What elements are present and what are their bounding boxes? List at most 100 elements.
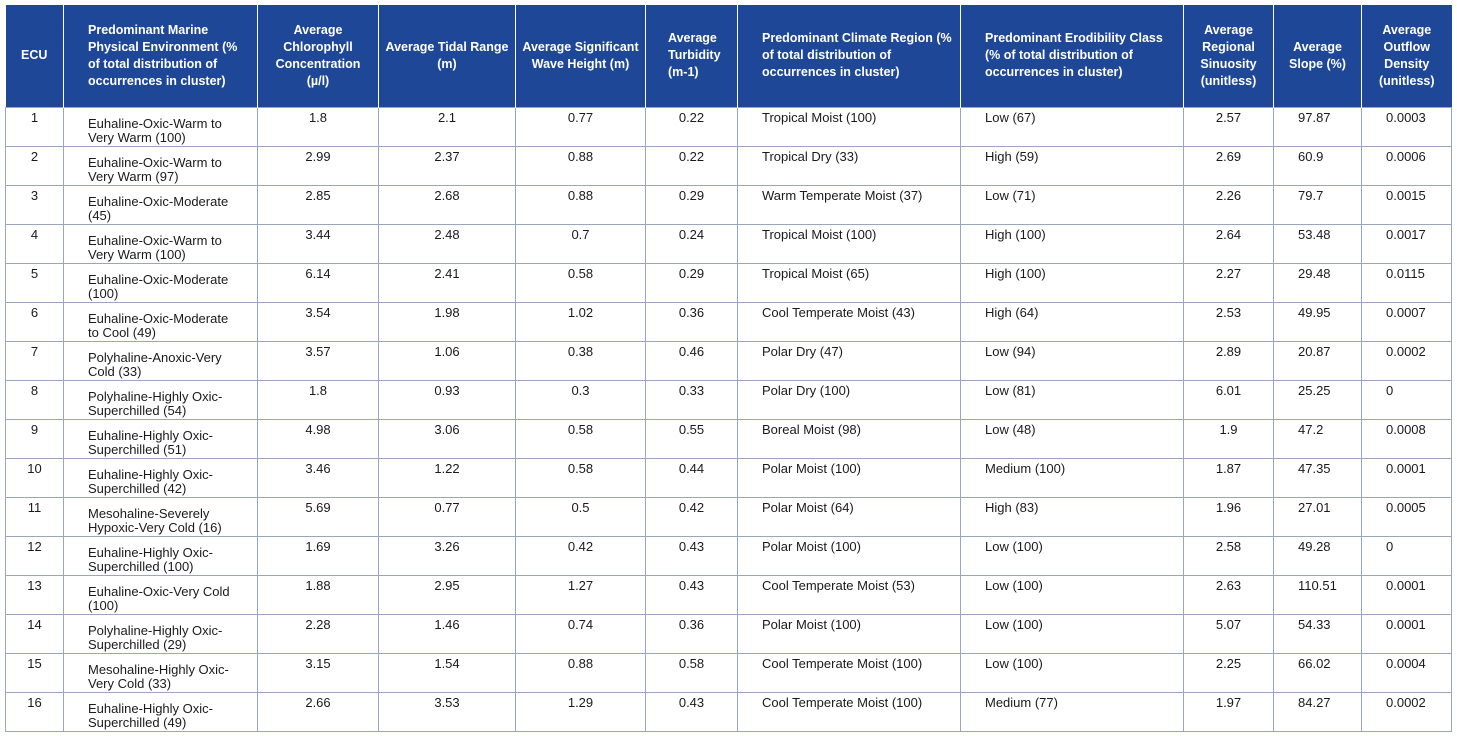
cell-chlorophyll-text: 2.28 (305, 616, 331, 632)
cell-outflow-density-text: 0.0001 (1386, 460, 1426, 476)
cell-outflow-density-text: 0.0115 (1386, 265, 1425, 281)
cell-climate-region: Boreal Moist (98) (737, 418, 961, 459)
cell-sinuosity: 2.64 (1183, 223, 1274, 264)
header-chlorophyll: Average Chlorophyll Concentration (µ/l) (257, 5, 379, 107)
cell-outflow-density: 0.0001 (1361, 457, 1452, 498)
cell-outflow-density-text: 0 (1386, 382, 1394, 398)
cell-ecu: 4 (5, 223, 64, 264)
cell-sinuosity-text: 6.01 (1215, 382, 1242, 398)
table-row: 6 Euhaline-Oxic-Moderate to Cool (49) 3.54… (5, 301, 1452, 342)
cell-erodibility-class: High (83) (960, 496, 1184, 537)
cell-marine-environment: Euhaline-Oxic-Moderate (100) (63, 262, 258, 303)
cell-outflow-density: 0.0001 (1361, 613, 1452, 654)
cell-wave-height: 1.27 (515, 574, 646, 615)
cell-chlorophyll: 3.15 (257, 652, 379, 693)
cell-tidal-range: 1.46 (378, 613, 516, 654)
cell-wave-height: 0.74 (515, 613, 646, 654)
cell-tidal-range: 2.37 (378, 145, 516, 186)
cell-ecu-text: 5 (30, 265, 39, 281)
cell-slope: 66.02 (1273, 652, 1362, 693)
cell-marine-environment: Euhaline-Oxic-Moderate (45) (63, 184, 258, 225)
cell-marine-environment: Euhaline-Oxic-Warm to Very Warm (100) (63, 223, 258, 264)
cell-wave-height-text: 0.5 (571, 499, 590, 515)
cell-turbidity: 0.44 (645, 457, 738, 498)
cell-marine-environment-text: Euhaline-Oxic-Warm to Very Warm (97) (88, 154, 222, 184)
cell-slope: 84.27 (1273, 691, 1362, 732)
cell-wave-height: 1.29 (515, 691, 646, 732)
cell-outflow-density: 0.0006 (1361, 145, 1452, 186)
cell-chlorophyll: 6.14 (257, 262, 379, 303)
cell-climate-region: Cool Temperate Moist (43) (737, 301, 961, 342)
cell-chlorophyll: 3.57 (257, 340, 379, 381)
header-turbidity: Average Turbidity (m-1) (645, 5, 738, 107)
cell-erodibility-class-text: Low (71) (985, 187, 1036, 203)
cell-chlorophyll: 1.8 (257, 106, 379, 147)
cell-turbidity-text: 0.58 (678, 655, 705, 671)
cell-chlorophyll-text: 3.15 (305, 655, 331, 671)
cell-chlorophyll-text: 6.14 (305, 265, 331, 281)
table-row: 11 Mesohaline-Severely Hypoxic-Very Cold … (5, 496, 1452, 537)
cell-outflow-density-text: 0.0001 (1386, 616, 1426, 632)
cell-chlorophyll-text: 3.46 (305, 460, 331, 476)
cell-outflow-density-text: 0 (1386, 538, 1394, 554)
cell-marine-environment: Mesohaline-Severely Hypoxic-Very Cold (1… (63, 496, 258, 537)
cell-sinuosity-text: 2.64 (1215, 226, 1242, 242)
cell-slope-text: 49.28 (1298, 538, 1331, 554)
cell-climate-region: Tropical Moist (100) (737, 106, 961, 147)
table-row: 8 Polyhaline-Highly Oxic-Superchilled (54… (5, 379, 1452, 420)
cell-ecu-text: 8 (30, 382, 39, 398)
table-row: 9 Euhaline-Highly Oxic-Superchilled (51) 4… (5, 418, 1452, 459)
cell-ecu: 3 (5, 184, 64, 225)
header-slope: Average Slope (%) (1273, 5, 1362, 107)
cell-erodibility-class: Low (100) (960, 535, 1184, 576)
cell-climate-region: Warm Temperate Moist (37) (737, 184, 961, 225)
cell-climate-region-text: Tropical Dry (33) (762, 148, 859, 164)
cell-slope-text: 84.27 (1298, 694, 1331, 710)
cell-tidal-range-text: 3.26 (434, 538, 460, 554)
table-row: 7 Polyhaline-Anoxic-Very Cold (33) 3.57 1.0… (5, 340, 1452, 381)
cell-climate-region-text: Polar Moist (100) (762, 616, 861, 632)
cell-ecu-text: 6 (30, 304, 39, 320)
cell-wave-height-text: 0.74 (567, 616, 594, 632)
cell-ecu: 16 (5, 691, 64, 732)
cell-outflow-density: 0.0003 (1361, 106, 1452, 147)
cell-slope: 25.25 (1273, 379, 1362, 420)
cell-chlorophyll-text: 2.99 (305, 148, 331, 164)
table-row: 10 Euhaline-Highly Oxic-Superchilled (42)… (5, 457, 1452, 498)
cell-marine-environment-text: Mesohaline-Severely Hypoxic-Very Cold (1… (88, 505, 222, 535)
table-row: 4 Euhaline-Oxic-Warm to Very Warm (100) 3.… (5, 223, 1452, 264)
cell-turbidity-text: 0.46 (678, 343, 705, 359)
cell-climate-region: Polar Moist (100) (737, 535, 961, 576)
header-wave-height: Average Significant Wave Height (m) (515, 5, 646, 107)
cell-slope-text: 25.25 (1298, 382, 1331, 398)
cell-climate-region: Tropical Moist (65) (737, 262, 961, 303)
cell-marine-environment-text: Euhaline-Highly Oxic-Superchilled (51) (88, 427, 213, 457)
cell-sinuosity-text: 2.58 (1215, 538, 1242, 554)
cell-turbidity-text: 0.36 (678, 616, 705, 632)
cell-erodibility-class-text: High (64) (985, 304, 1039, 320)
cell-wave-height-text: 0.88 (567, 148, 594, 164)
cell-ecu: 6 (5, 301, 64, 342)
cell-climate-region-text: Tropical Moist (100) (762, 226, 877, 242)
cell-climate-region: Polar Moist (100) (737, 457, 961, 498)
cell-sinuosity-text: 2.63 (1215, 577, 1242, 593)
cell-outflow-density-text: 0.0015 (1386, 187, 1426, 203)
cell-ecu: 7 (5, 340, 64, 381)
cell-slope-text: 60.9 (1298, 148, 1324, 164)
cell-climate-region-text: Tropical Moist (100) (762, 109, 877, 125)
cell-tidal-range: 2.48 (378, 223, 516, 264)
cell-slope: 49.95 (1273, 301, 1362, 342)
cell-erodibility-class-text: Low (81) (985, 382, 1036, 398)
cell-tidal-range: 1.06 (378, 340, 516, 381)
cell-chlorophyll-text: 1.8 (308, 382, 328, 398)
cell-outflow-density: 0.0005 (1361, 496, 1452, 537)
cell-tidal-range: 1.22 (378, 457, 516, 498)
cell-slope: 53.48 (1273, 223, 1362, 264)
cell-climate-region-text: Boreal Moist (98) (762, 421, 861, 437)
cell-turbidity-text: 0.43 (678, 577, 705, 593)
cell-turbidity: 0.55 (645, 418, 738, 459)
cell-slope-text: 66.02 (1298, 655, 1331, 671)
cell-slope-text: 29.48 (1298, 265, 1331, 281)
cell-wave-height: 1.02 (515, 301, 646, 342)
cell-turbidity-text: 0.29 (678, 187, 705, 203)
